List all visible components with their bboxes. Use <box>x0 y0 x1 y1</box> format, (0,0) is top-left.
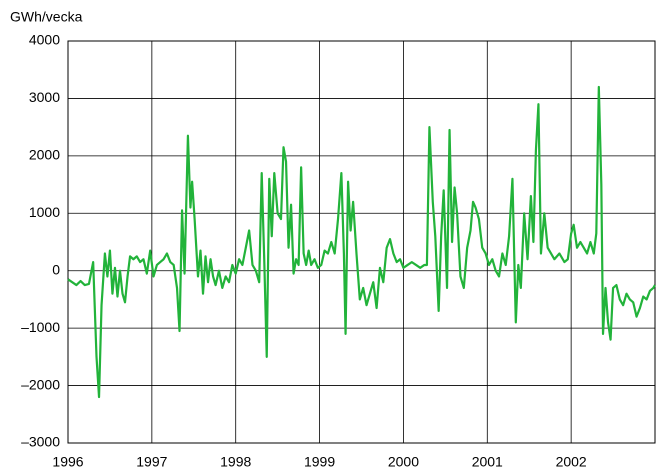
y-tick-label: –2000 <box>21 376 60 392</box>
y-tick-label: 4000 <box>29 32 60 48</box>
y-tick-label: 2000 <box>29 147 60 163</box>
x-tick-label: 2001 <box>472 454 503 470</box>
x-tick-label: 1997 <box>136 454 167 470</box>
x-tick-label: 1996 <box>52 454 83 470</box>
x-tick-label: 1999 <box>304 454 335 470</box>
y-tick-label: –3000 <box>21 434 60 450</box>
plot-area <box>67 40 656 444</box>
y-tick-label: 3000 <box>29 89 60 105</box>
y-tick-label: 1000 <box>29 204 60 220</box>
y-tick-label: 0 <box>52 261 60 277</box>
x-tick-label: 2000 <box>388 454 419 470</box>
data-line <box>67 85 656 399</box>
x-tick-label: 1998 <box>220 454 251 470</box>
y-tick-label: –1000 <box>21 319 60 335</box>
y-axis-title: GWh/vecka <box>10 9 83 25</box>
x-tick-label: 2002 <box>556 454 587 470</box>
